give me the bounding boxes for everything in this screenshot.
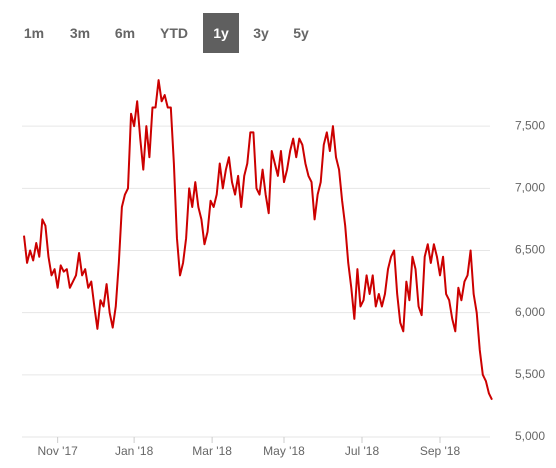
x-tick-label: Mar '18 [192,444,232,458]
range-button[interactable]: 3m [69,25,91,41]
x-tick-label: Sep '18 [420,444,461,458]
x-tick-label: Jan '18 [115,444,154,458]
y-tick-label: 5,000 [515,429,545,443]
range-button[interactable]: 6m [114,25,136,41]
x-tick-label: Jul '18 [345,444,380,458]
y-tick-label: 7,000 [515,181,545,195]
range-button[interactable]: YTD [160,25,188,41]
y-tick-label: 6,500 [515,243,545,257]
y-tick-label: 5,500 [515,367,545,381]
y-tick-label: 7,500 [515,118,545,132]
y-tick-label: 6,000 [515,305,545,319]
range-button[interactable]: 5y [293,25,309,41]
range-button[interactable]: 3y [253,25,269,41]
range-button[interactable]: 1y [203,13,239,53]
range-button[interactable]: 1m [23,25,45,41]
x-tick-label: May '18 [263,444,305,458]
x-tick-label: Nov '17 [37,444,78,458]
price-line [23,79,493,401]
